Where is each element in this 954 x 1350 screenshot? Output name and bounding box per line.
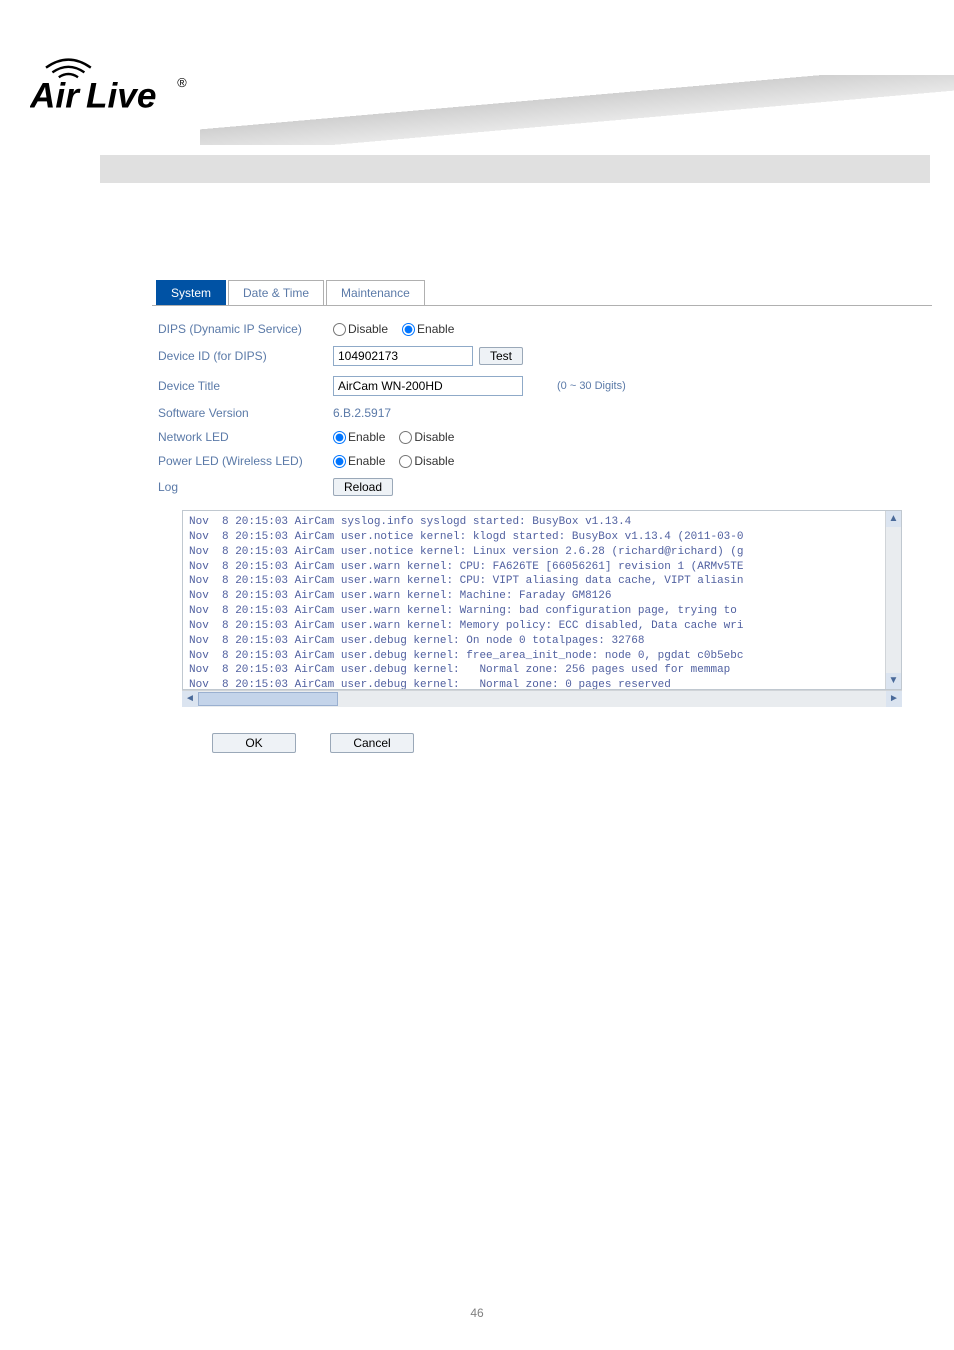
horizontal-scrollbar[interactable]: ◄ ►	[182, 690, 902, 707]
tab-datetime[interactable]: Date & Time	[228, 280, 324, 305]
title-bar	[100, 155, 930, 183]
sw-version-value: 6.B.2.5917	[333, 406, 391, 420]
device-title-input[interactable]	[333, 376, 523, 396]
device-title-label: Device Title	[158, 379, 333, 393]
device-id-input[interactable]	[333, 346, 473, 366]
dips-enable-option[interactable]: Enable	[402, 322, 454, 336]
header-banner	[200, 75, 954, 145]
device-id-label: Device ID (for DIPS)	[158, 349, 333, 363]
svg-text:Air: Air	[30, 77, 81, 116]
page-number: 46	[0, 1306, 954, 1320]
tab-system[interactable]: System	[156, 280, 226, 305]
log-label: Log	[158, 480, 333, 494]
tab-bar: System Date & Time Maintenance	[152, 280, 932, 306]
ok-button[interactable]: OK	[212, 733, 296, 753]
vertical-scrollbar[interactable]: ▲ ▼	[885, 511, 901, 689]
device-title-hint: (0 ~ 30 Digits)	[557, 380, 626, 392]
network-led-label: Network LED	[158, 430, 333, 444]
cancel-button[interactable]: Cancel	[330, 733, 414, 753]
svg-text:®: ®	[177, 75, 187, 90]
test-button[interactable]: Test	[479, 347, 523, 365]
power-led-disable[interactable]: Disable	[399, 454, 454, 468]
dips-label: DIPS (Dynamic IP Service)	[158, 322, 333, 336]
svg-text:Live: Live	[86, 77, 156, 116]
network-led-disable[interactable]: Disable	[399, 430, 454, 444]
power-led-enable[interactable]: Enable	[333, 454, 385, 468]
brand-logo: Air Live ®	[30, 50, 190, 125]
reload-button[interactable]: Reload	[333, 478, 393, 496]
power-led-label: Power LED (Wireless LED)	[158, 454, 333, 468]
dips-disable-option[interactable]: Disable	[333, 322, 388, 336]
config-panel: System Date & Time Maintenance DIPS (Dyn…	[152, 280, 932, 753]
scroll-down-icon[interactable]: ▼	[886, 673, 901, 689]
scroll-left-icon[interactable]: ◄	[182, 691, 198, 707]
tab-maintenance[interactable]: Maintenance	[326, 280, 425, 305]
scroll-right-icon[interactable]: ►	[886, 691, 902, 707]
sw-version-label: Software Version	[158, 406, 333, 420]
log-textarea[interactable]: Nov 8 20:15:03 AirCam syslog.info syslog…	[182, 510, 902, 690]
network-led-enable[interactable]: Enable	[333, 430, 385, 444]
scroll-thumb[interactable]	[198, 692, 338, 706]
scroll-up-icon[interactable]: ▲	[886, 511, 901, 527]
